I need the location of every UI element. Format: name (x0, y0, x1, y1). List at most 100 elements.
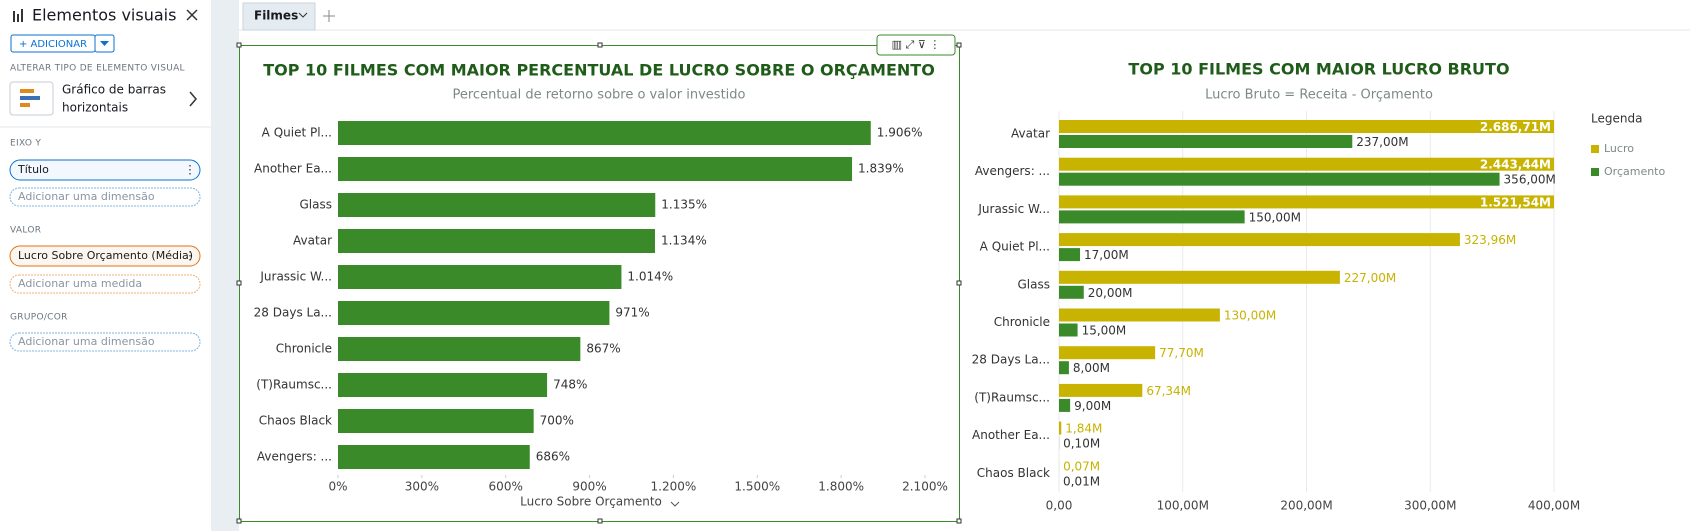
y-tick-label: Avengers: ... (257, 450, 332, 464)
data-label: 1.014% (627, 270, 673, 284)
section-label: VALOR (10, 226, 41, 236)
x-tick-label: 2.100% (902, 480, 948, 494)
x-tick-label: 900% (572, 480, 606, 494)
data-label: 0,01M (1063, 474, 1100, 488)
x-tick-label: 1.800% (818, 480, 864, 494)
y-tick-label: (T)Raumsc... (256, 378, 332, 392)
data-label: 700% (540, 414, 574, 428)
bar (1059, 210, 1245, 224)
bar (1059, 323, 1078, 337)
data-label: 150,00M (1249, 210, 1301, 224)
placeholder: Adicionar uma dimensão (18, 190, 155, 203)
add-button-label: + ADICIONAR (19, 39, 87, 50)
section-label: EIXO Y (10, 139, 41, 149)
y-tick-label: Another Ea... (254, 162, 332, 176)
toolbar-icons[interactable]: ▥ ⤢ ⊽ ⋮ (892, 38, 941, 51)
y-tick-label: Glass (300, 198, 333, 212)
y-tick-label: A Quiet Pl... (980, 240, 1050, 254)
x-tick-label: 300% (405, 480, 439, 494)
close-button[interactable] (186, 9, 198, 21)
y-tick-label: Chaos Black (259, 414, 332, 428)
tab-label: Filmes (254, 9, 298, 23)
chevron[interactable] (189, 91, 197, 107)
field: Lucro Sobre Orçamento (Média) (18, 249, 193, 262)
data-label: 1.906% (877, 126, 923, 140)
drop-target[interactable] (9, 187, 201, 207)
placeholder: Adicionar uma dimensão (18, 335, 155, 348)
field-menu[interactable]: ⋮ (184, 163, 196, 177)
data-label: 356,00M (1504, 173, 1556, 187)
bar (338, 373, 548, 397)
x-tick-label: 400,00M (1528, 499, 1580, 513)
x-tick-label: 200,00M (1280, 499, 1332, 513)
gutter (211, 0, 239, 531)
bar (1059, 361, 1069, 375)
data-label: 77,70M (1159, 346, 1204, 360)
visual-toolbar[interactable] (876, 34, 956, 56)
y-tick-label: Avengers: ... (975, 164, 1050, 178)
y-tick-label: Jurassic W... (259, 270, 332, 284)
data-label: 748% (553, 378, 587, 392)
bar (1059, 135, 1353, 148)
data-label: 971% (615, 306, 649, 320)
chart-title: TOP 10 FILMES COM MAIOR PERCENTUAL DE LU… (263, 61, 935, 80)
tab-chevron[interactable] (298, 12, 308, 18)
visual-type: horizontais (62, 101, 128, 115)
plot-area (338, 121, 871, 469)
y-tick-label: Avatar (293, 234, 332, 248)
x-tick-label: 1.500% (734, 480, 780, 494)
placeholder: Adicionar uma medida (18, 277, 142, 290)
bar (338, 157, 853, 181)
bar (1059, 157, 1554, 171)
bar (1059, 172, 1500, 186)
bar (1059, 195, 1554, 209)
data-label: 2.686,71M (1480, 120, 1551, 134)
axis-chevron[interactable] (670, 501, 680, 507)
x-tick-label: 0% (328, 480, 347, 494)
dropdown-arrow (100, 41, 109, 46)
data-label: 67,34M (1146, 384, 1191, 398)
data-label: 227,00M (1344, 271, 1396, 285)
bar (338, 229, 655, 253)
bar (1059, 270, 1340, 284)
bar (338, 409, 534, 433)
data-label: 9,00M (1074, 399, 1111, 413)
field-menu[interactable]: ⋮ (184, 249, 196, 263)
y-tick-label: 28 Days La... (254, 306, 332, 320)
sidebar-title: Elementos visuais (32, 6, 176, 25)
drop-target[interactable] (9, 332, 201, 352)
x-tick-label: 1.200% (651, 480, 697, 494)
y-tick-label: Chronicle (276, 342, 332, 356)
section-label: GRUPO/COR (10, 313, 68, 323)
data-label: 1.839% (858, 162, 904, 176)
field-well[interactable] (9, 245, 201, 267)
bar (338, 445, 530, 469)
data-label: 8,00M (1073, 361, 1110, 375)
y-tick-label: 28 Days La... (972, 353, 1050, 367)
chart-icon (13, 9, 23, 22)
bar (338, 337, 581, 361)
bar (1059, 398, 1071, 412)
data-label: 2.443,44M (1480, 158, 1551, 172)
add-tab[interactable] (323, 10, 335, 22)
bar (1059, 285, 1084, 299)
field: Título (17, 163, 49, 176)
hbar-icon (20, 89, 40, 107)
x-tick-label: 100,00M (1157, 499, 1209, 513)
chart-title: TOP 10 FILMES COM MAIOR LUCRO BRUTO (1128, 60, 1509, 79)
resize-handles[interactable] (236, 42, 962, 524)
bar (1059, 248, 1081, 262)
field-well[interactable] (9, 159, 201, 181)
x-tick-label: 300,00M (1404, 499, 1456, 513)
legend-swatch (1591, 145, 1599, 153)
y-tick-label: Chaos Black (977, 466, 1050, 480)
visual-type: Gráfico de barras (62, 83, 166, 97)
data-label: 237,00M (1356, 135, 1408, 149)
bar (1059, 120, 1554, 133)
data-label: 0,07M (1063, 459, 1100, 473)
data-label: 1.134% (661, 234, 707, 248)
drop-target[interactable] (9, 274, 201, 294)
bar (1059, 308, 1220, 322)
data-label: 867% (586, 342, 620, 356)
